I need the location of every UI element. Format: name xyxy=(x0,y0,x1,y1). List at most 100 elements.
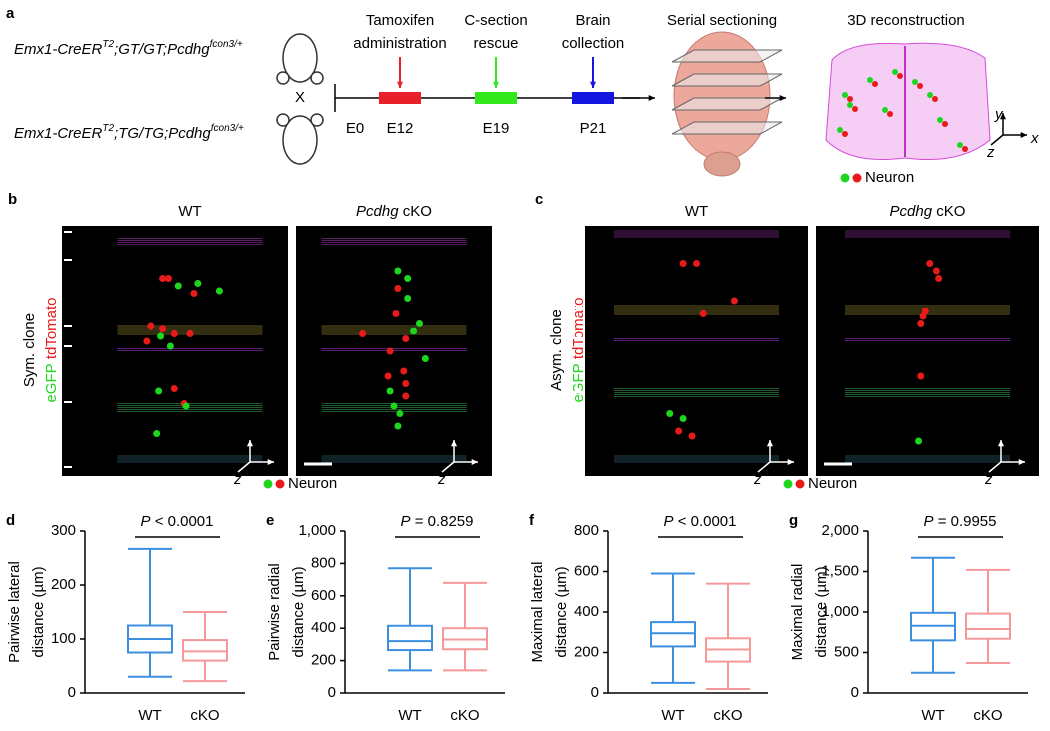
genotype: Emx1-CreERT2;GT/GT;Pcdhgfcon3/+ xyxy=(14,39,243,58)
axis-label: z xyxy=(233,471,242,488)
genotype-part: ;TG/TG;Pcdhg xyxy=(114,125,211,142)
y-tick-label: 400 xyxy=(574,603,599,620)
y-axis-label: Pairwise radial xyxy=(266,563,283,661)
mouse-ear xyxy=(310,71,324,85)
section-plane xyxy=(671,49,783,63)
axis-label: y xyxy=(241,433,251,450)
p-text: < 0.0001 xyxy=(678,513,737,530)
neuron xyxy=(394,267,402,275)
neuron xyxy=(386,387,394,395)
axis-label: x xyxy=(277,457,286,474)
x-tick-label: cKO xyxy=(713,707,742,724)
x-tick-label: cKO xyxy=(190,707,219,724)
y-tick-label: 1,500 xyxy=(821,562,859,579)
neuron xyxy=(421,355,429,362)
arrow-head xyxy=(766,440,774,447)
stage-label: E12 xyxy=(387,120,414,137)
arrow-head xyxy=(267,458,274,466)
neuron xyxy=(942,121,948,127)
p-symbol: P xyxy=(924,513,934,530)
step-title: Brain xyxy=(575,12,610,29)
neuron xyxy=(394,285,402,292)
image-title: Pcdhg cKO xyxy=(890,203,966,220)
layer-label: L5 xyxy=(591,357,608,374)
genotype-part: ;GT/GT;Pcdhg xyxy=(114,41,210,58)
x-tick-label: cKO xyxy=(973,707,1002,724)
y-tick-label: 800 xyxy=(574,522,599,539)
neuron xyxy=(919,312,927,320)
neuron xyxy=(679,260,687,267)
neuron xyxy=(170,330,178,337)
axis-label: y xyxy=(992,433,1002,450)
y-axis-label: Pairwise lateral xyxy=(6,561,23,663)
neuron xyxy=(396,410,404,417)
axis-label: z xyxy=(984,471,993,488)
y-tick-label: 800 xyxy=(311,554,336,571)
arrow-head xyxy=(450,440,458,447)
title: WT xyxy=(685,203,708,220)
layer-label: L6 xyxy=(591,423,608,440)
panel-label: f xyxy=(529,512,535,529)
y-tick-label: 600 xyxy=(574,562,599,579)
timeline-bar xyxy=(379,92,421,104)
axis-z xyxy=(990,134,1004,146)
arrow-head xyxy=(471,458,478,466)
neuron xyxy=(887,111,893,117)
genotype-part: Emx1-CreER xyxy=(14,125,103,142)
legend-dot xyxy=(852,173,862,183)
genotype: Emx1-CreERT2;TG/TG;Pcdhgfcon3/+ xyxy=(14,123,244,142)
neuron xyxy=(386,347,394,355)
marker-tdtomato: tdTomato xyxy=(570,297,587,359)
neuron xyxy=(867,77,873,83)
neuron xyxy=(926,260,934,267)
arrow-head xyxy=(246,440,254,447)
neuron xyxy=(917,83,923,89)
axis-label: x xyxy=(481,457,490,474)
neuron xyxy=(699,310,707,317)
image xyxy=(816,226,1039,476)
y-axis-label: distance (µm) xyxy=(553,566,570,657)
arrow-head xyxy=(492,81,500,88)
title: cKO xyxy=(936,203,965,220)
x-tick-label: WT xyxy=(921,707,944,724)
mouse-icon xyxy=(282,33,318,83)
genotype-part: fcon3/+ xyxy=(210,39,243,50)
side-label: eGFP tdTomato xyxy=(570,297,587,402)
panel-label: e xyxy=(266,512,274,529)
image xyxy=(92,226,288,476)
p-symbol: P xyxy=(141,513,151,530)
image-title: Pcdhg cKO xyxy=(356,203,432,220)
step-title: administration xyxy=(353,35,446,52)
axis-z xyxy=(441,461,455,473)
legend-label: Neuron xyxy=(808,475,857,492)
panel-label: d xyxy=(6,512,15,529)
layer-label: L1 xyxy=(68,237,85,254)
arrow-head xyxy=(1018,458,1025,466)
genotype-part: fcon3/+ xyxy=(211,123,244,134)
image xyxy=(296,226,492,476)
step-title: rescue xyxy=(473,35,518,52)
y-tick-label: 600 xyxy=(311,587,336,604)
section-plane xyxy=(671,121,783,135)
legend-label: Neuron xyxy=(865,169,914,186)
section-plane xyxy=(671,73,783,87)
neuron xyxy=(402,392,410,400)
neuron xyxy=(415,320,423,327)
y-axis-label: distance (µm) xyxy=(813,566,830,657)
neuron xyxy=(872,81,878,87)
legend-dot xyxy=(263,479,273,489)
neuron xyxy=(962,146,968,152)
neuron xyxy=(847,96,853,102)
stage-label: P21 xyxy=(580,120,607,137)
arrow-head xyxy=(1020,131,1027,139)
step-title: Tamoxifen xyxy=(366,12,434,29)
y-tick-label: 0 xyxy=(851,684,859,701)
neuron xyxy=(927,92,933,98)
marker-egfp: eGFP xyxy=(570,363,587,402)
y-axis-label: distance (µm) xyxy=(290,566,307,657)
step-title: Serial sectioning xyxy=(667,12,777,29)
timeline-bar xyxy=(475,92,517,104)
legend-dot xyxy=(795,479,805,489)
y-tick-label: 0 xyxy=(68,684,76,701)
